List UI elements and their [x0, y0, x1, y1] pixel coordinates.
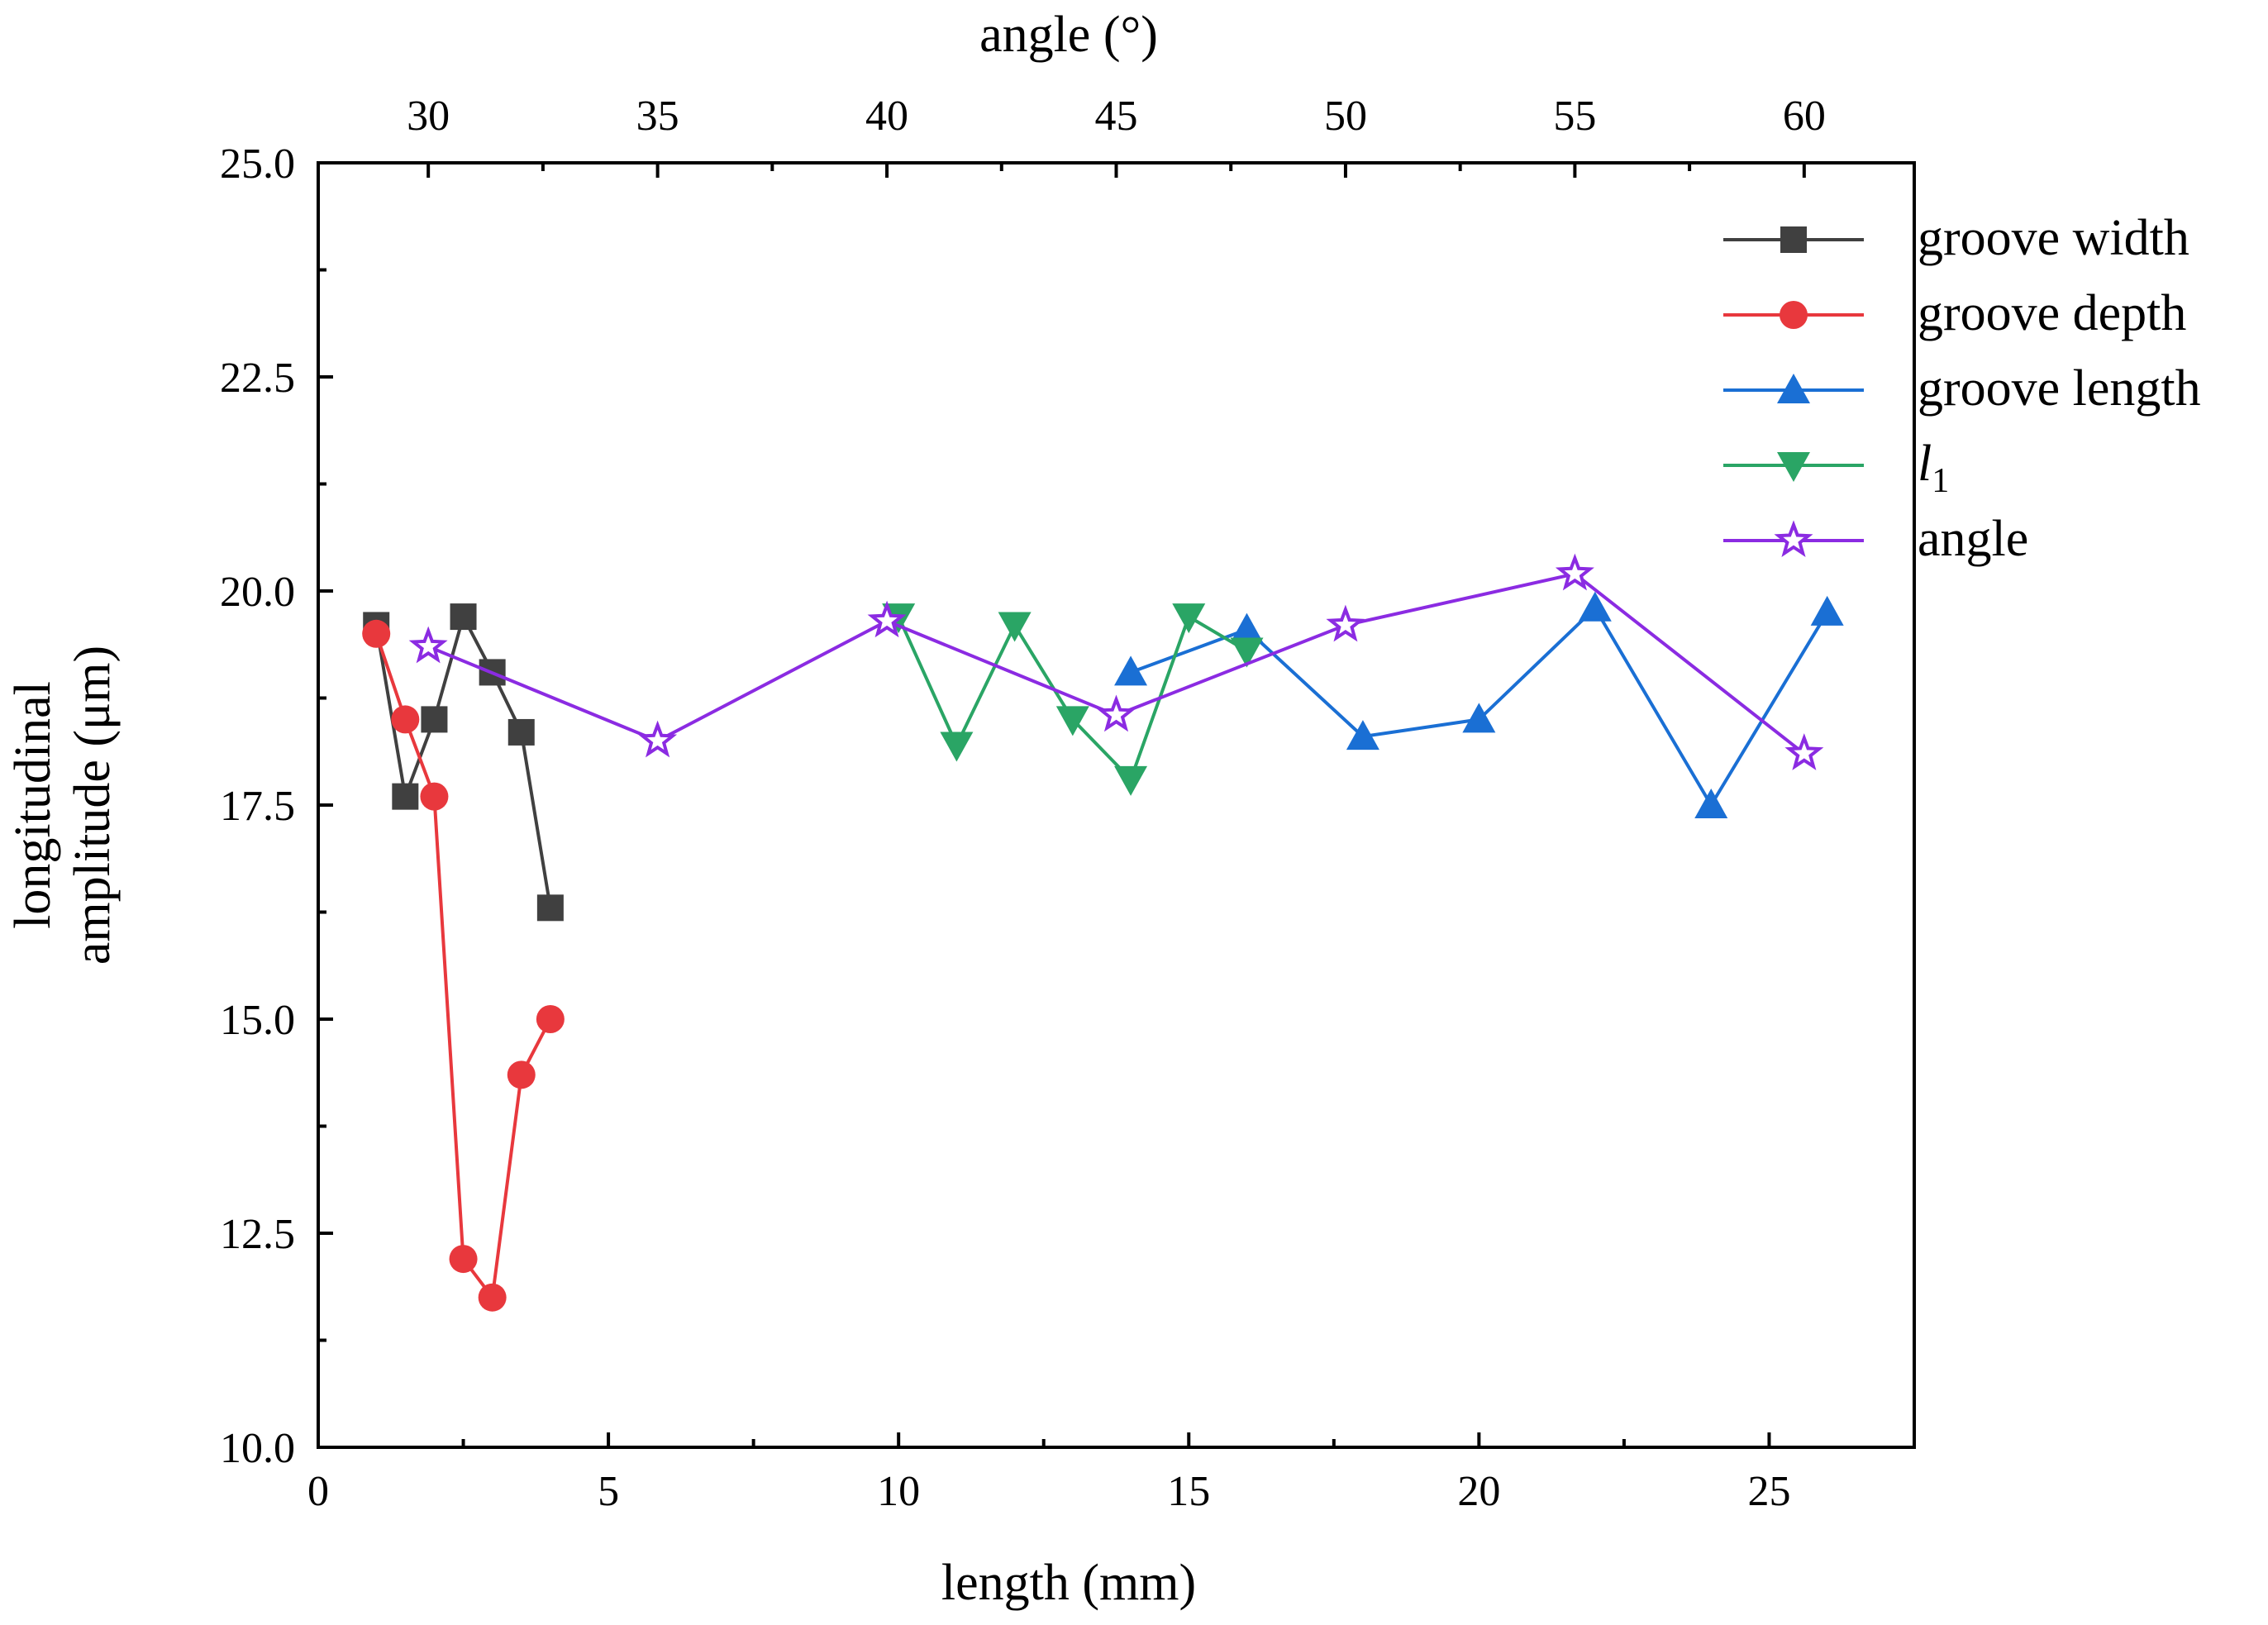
legend-label-l1: l1: [1918, 436, 1949, 500]
data-point-groove-depth: [420, 782, 449, 811]
data-point-l1: [1230, 637, 1264, 668]
data-point-groove-length: [1462, 703, 1496, 733]
x-tick-label: 10: [877, 1468, 920, 1515]
top-tick-label: 45: [1095, 93, 1138, 140]
legend-item-groove-length: groove length: [1723, 360, 2201, 417]
legend-marker: [1777, 374, 1810, 403]
top-tick-label: 50: [1324, 93, 1367, 140]
data-point-l1: [1114, 765, 1148, 796]
data-point-groove-length: [1694, 789, 1728, 818]
data-point-groove-depth: [391, 705, 420, 734]
data-point-groove-length: [1346, 720, 1379, 751]
top-axis-title: angle (°): [979, 7, 1158, 63]
data-point-angle: [1784, 733, 1824, 770]
data-point-groove-width: [450, 603, 477, 631]
data-point-angle: [638, 720, 678, 758]
data-point-groove-depth: [362, 619, 391, 648]
data-point-l1: [1055, 706, 1089, 736]
y-tick-label: 20.0: [220, 569, 295, 616]
series-angle: [408, 553, 1824, 770]
data-point-angle: [1326, 604, 1365, 642]
data-point-groove-width: [507, 718, 535, 746]
legend-item-angle: angle: [1723, 511, 2028, 567]
data-point-l1: [1172, 603, 1206, 634]
data-point-angle: [408, 626, 448, 664]
y-tick-label: 12.5: [220, 1211, 295, 1258]
legend-label-groove-width: groove width: [1918, 210, 2189, 266]
data-point-groove-length: [1578, 591, 1612, 622]
data-point-groove-width: [536, 894, 564, 922]
data-point-l1: [940, 731, 974, 762]
x-tick-label: 25: [1747, 1468, 1790, 1515]
legend-marker: [1780, 301, 1808, 329]
legend-label-angle: angle: [1918, 511, 2028, 567]
legend-item-groove-depth: groove depth: [1723, 285, 2186, 341]
series-layer: [362, 553, 1844, 1312]
y-tick-label: 10.0: [220, 1425, 295, 1472]
series-groove-width: [363, 603, 564, 922]
plot-frame: [317, 161, 1916, 1449]
x-tick-label: 20: [1457, 1468, 1500, 1515]
legend: groove width groove depth groove length l1 a…: [1723, 210, 2201, 567]
data-point-groove-length: [1114, 655, 1148, 686]
series-groove-depth: [362, 619, 565, 1312]
top-tick-label: 60: [1783, 93, 1826, 140]
x-tick-label: 5: [598, 1468, 619, 1515]
top-tick-label: 30: [407, 93, 450, 140]
data-point-groove-depth: [449, 1245, 478, 1274]
y-axis-title-line-2: amplitude (μm): [64, 646, 121, 965]
legend-label-groove-depth: groove depth: [1918, 285, 2186, 341]
legend-item-l1: l1: [1723, 436, 1949, 500]
axes-layer: 0 5 10 15 20 25 30 35 40 45 50 55 60 10.0 12.5 15.0 17.5…: [220, 93, 1826, 1515]
data-point-angle: [1096, 694, 1136, 732]
x-tick-label: 15: [1167, 1468, 1210, 1515]
legend-item-groove-width: groove width: [1723, 210, 2189, 266]
top-tick-label: 55: [1553, 93, 1596, 140]
data-point-l1: [998, 612, 1032, 642]
y-tick-label: 17.5: [220, 783, 295, 830]
data-point-angle: [1555, 553, 1594, 591]
series-groove-length: [1114, 591, 1844, 818]
legend-marker: [1777, 452, 1810, 482]
data-point-groove-depth: [536, 1005, 565, 1033]
data-point-angle: [867, 600, 907, 638]
y-tick-label: 15.0: [220, 997, 295, 1044]
data-point-groove-depth: [507, 1060, 536, 1089]
data-point-groove-depth: [478, 1283, 507, 1312]
top-tick-label: 35: [636, 93, 679, 140]
y-tick-label: 22.5: [220, 355, 295, 402]
legend-label-groove-length: groove length: [1918, 360, 2201, 417]
data-point-groove-width: [392, 783, 419, 810]
top-tick-label: 40: [865, 93, 908, 140]
legend-marker: [1780, 226, 1807, 253]
y-tick-label: 25.0: [220, 141, 295, 188]
series-l1: [882, 603, 1264, 796]
data-point-groove-width: [421, 706, 448, 733]
legend-marker: [1774, 520, 1813, 558]
data-point-groove-length: [1810, 595, 1844, 626]
x-tick-label: 0: [307, 1468, 329, 1515]
legend-label-sub: 1: [1932, 462, 1949, 500]
y-axis-title-line-1: longitudinal: [5, 681, 61, 929]
data-point-groove-length: [1230, 612, 1264, 643]
legend-label-main: l: [1918, 436, 1932, 492]
x-axis-title: length (mm): [941, 1555, 1196, 1611]
